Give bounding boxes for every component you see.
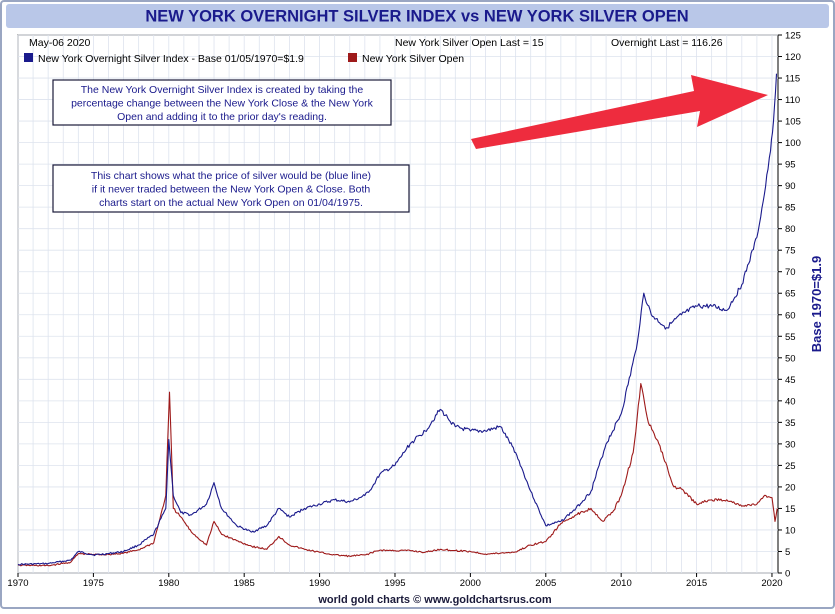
y-tick-label: 90 [785,181,796,192]
overnight-last-value: Overnight Last = 116.26 [611,37,723,49]
note-box-2: This chart shows what the price of silve… [52,164,410,213]
x-tick-label: 1985 [234,578,255,589]
y-tick-label: 35 [785,418,796,429]
note-line: percentage change between the New York C… [71,98,374,110]
x-tick-label: 2000 [460,578,481,589]
footer-credit: world gold charts © www.goldchartsrus.co… [317,594,551,606]
x-tick-label: 1980 [158,578,179,589]
x-tick-label: 1990 [309,578,330,589]
note-line: This chart shows what the price of silve… [91,170,371,182]
x-tick-label: 2015 [686,578,707,589]
legend-swatch-red [348,53,357,62]
y-tick-label: 65 [785,289,796,300]
y-tick-label: 40 [785,396,796,407]
y-tick-label: 120 [785,52,801,63]
note-1-text: The New York Overnight Silver Index is c… [71,84,374,123]
note-2-text: This chart shows what the price of silve… [91,170,371,209]
y-tick-label: 50 [785,353,796,364]
x-axis-ticks: 1970 1975 1980 1985 1990 1995 2000 2005 2010 2015… [7,573,783,589]
y2-axis-label: Base 1970=$1.9 [809,256,824,353]
y-tick-label: 80 [785,224,796,235]
x-tick-label: 1975 [83,578,104,589]
y-tick-label: 20 [785,482,796,493]
open-last-value: New York Silver Open Last = 15 [395,37,544,49]
y-tick-label: 25 [785,461,796,472]
note-box-1: The New York Overnight Silver Index is c… [52,79,392,126]
x-tick-label: 2020 [761,578,782,589]
title-band [6,4,829,28]
y-tick-label: 115 [785,74,800,85]
y-tick-label: 95 [785,160,796,171]
legend-label-red: New York Silver Open [362,53,464,65]
legend: New York Overnight Silver Index - Base 0… [24,53,464,65]
y-tick-label: 100 [785,138,801,149]
series-line-overnight-index [17,73,778,566]
y-tick-label: 5 [785,547,790,558]
legend-swatch-blue [24,53,33,62]
note-line: if it never traded between the New York … [92,184,371,196]
annotation-arrow [471,75,768,149]
chart-title: NEW YORK OVERNIGHT SILVER INDEX vs NEW Y… [145,8,688,26]
y-tick-label: 60 [785,310,796,321]
y-tick-label: 125 [785,31,801,42]
note-line: charts start on the actual New York Open… [99,197,363,209]
y-tick-label: 85 [785,203,796,214]
y-tick-label: 0 [785,569,790,580]
x-tick-label: 2010 [611,578,632,589]
y-tick-label: 45 [785,375,796,386]
x-tick-label: 1995 [384,578,405,589]
note-line: The New York Overnight Silver Index is c… [81,84,364,96]
date-label: May-06 2020 [29,37,90,49]
x-tick-label: 2005 [535,578,556,589]
y-tick-label: 55 [785,332,796,343]
x-tick-label: 1970 [7,578,28,589]
y-tick-label: 15 [785,504,796,515]
note-line: Open and adding it to the prior day's re… [117,111,327,123]
y-axis-ticks: 0 5 10 15 20 25 30 35 40 45 50 55 60 65 70 75 80 85 90 95 10… [778,31,801,580]
series-line-ny-open [17,383,778,567]
y-tick-label: 70 [785,267,796,278]
y-tick-label: 75 [785,246,796,257]
series-layer [17,73,778,567]
y-tick-label: 10 [785,525,796,536]
y-tick-label: 110 [785,95,800,106]
y-tick-label: 105 [785,117,801,128]
y-tick-label: 30 [785,439,796,450]
legend-label-blue: New York Overnight Silver Index - Base 0… [38,53,304,65]
